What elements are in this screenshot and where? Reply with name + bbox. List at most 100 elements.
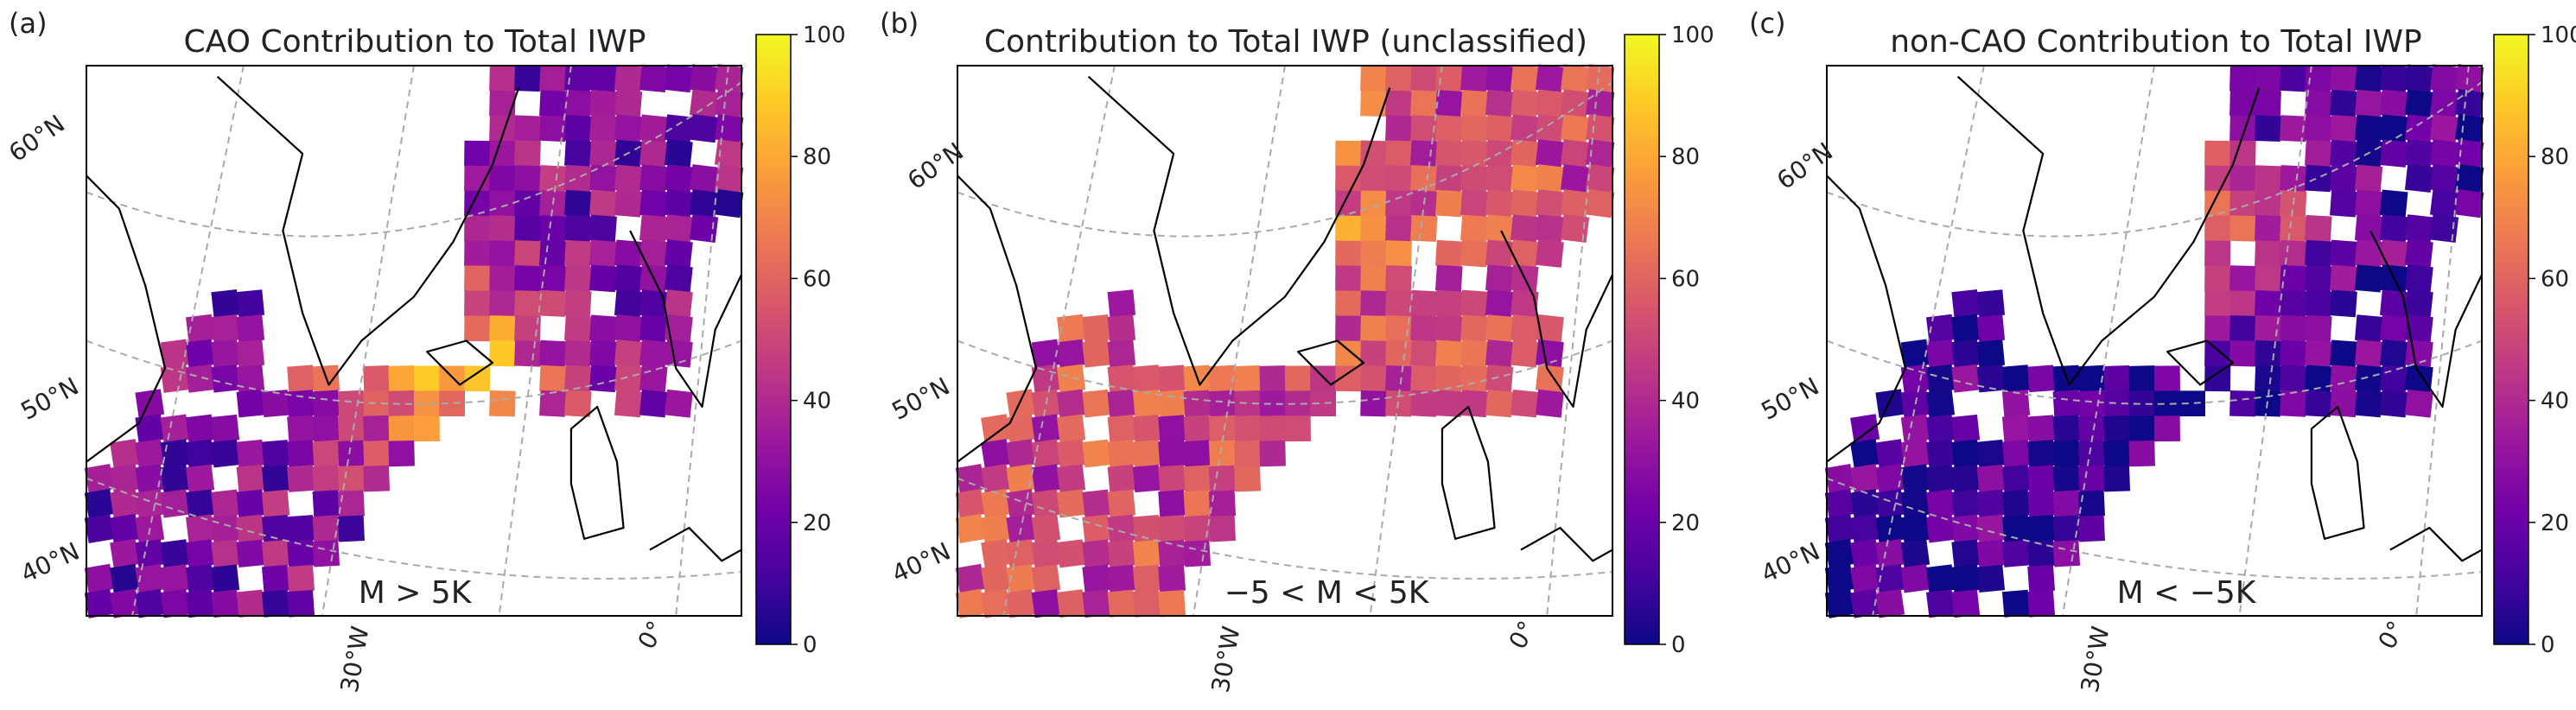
heatmap-cell bbox=[464, 240, 491, 267]
heatmap-cell bbox=[1976, 289, 2006, 318]
heatmap-cell bbox=[539, 390, 567, 417]
heatmap-cell bbox=[110, 563, 140, 593]
heatmap-cell bbox=[312, 415, 340, 442]
heatmap-cell bbox=[1585, 139, 1615, 168]
heatmap-cell bbox=[2204, 240, 2231, 267]
heatmap-cell bbox=[1284, 415, 1311, 442]
heatmap-cell bbox=[236, 589, 265, 618]
heatmap-cell bbox=[2454, 163, 2484, 193]
heatmap-cell bbox=[2379, 89, 2408, 118]
heatmap-cell bbox=[589, 264, 617, 293]
heatmap-cell bbox=[211, 314, 240, 343]
heatmap-cell bbox=[664, 339, 693, 368]
panel-c-lon-0: 0° bbox=[2373, 616, 2411, 654]
longitude-line bbox=[675, 65, 729, 617]
heatmap-cell bbox=[1875, 539, 1905, 568]
heatmap-cell bbox=[312, 540, 340, 567]
heatmap-cell bbox=[211, 589, 240, 618]
heatmap-cell bbox=[2255, 190, 2281, 217]
heatmap-cell bbox=[589, 89, 617, 117]
heatmap-cell bbox=[2404, 214, 2433, 243]
heatmap-cell bbox=[1951, 464, 1981, 493]
panel-b-lon-30w: 30°W bbox=[1206, 624, 1246, 694]
heatmap-cell bbox=[1460, 89, 1488, 117]
heatmap-cell bbox=[1460, 239, 1488, 268]
heatmap-cell bbox=[2255, 365, 2281, 392]
heatmap-cell bbox=[1951, 514, 1981, 543]
heatmap-cell bbox=[1560, 114, 1590, 143]
heatmap-cell bbox=[1435, 264, 1463, 293]
heatmap-cell bbox=[614, 239, 643, 268]
panel-c: (c) non-CAO Contribution to Total IWP M … bbox=[1749, 7, 2576, 694]
heatmap-cell bbox=[413, 390, 440, 417]
heatmap-cell bbox=[160, 414, 190, 443]
heatmap-cell bbox=[439, 390, 466, 417]
heatmap-cell bbox=[2229, 315, 2256, 342]
heatmap-cell bbox=[2027, 465, 2056, 492]
heatmap-cell bbox=[1056, 439, 1086, 468]
longitude-line bbox=[1192, 65, 1286, 617]
heatmap-cell bbox=[388, 390, 415, 417]
heatmap-cell bbox=[236, 365, 265, 393]
panel-b-lat-50: 50°N bbox=[887, 371, 955, 425]
colorbar-tick-label: 60 bbox=[1671, 266, 1700, 292]
heatmap-cell bbox=[1031, 464, 1061, 493]
heatmap-cell bbox=[614, 189, 643, 218]
colorbar-tick-label: 60 bbox=[803, 266, 831, 292]
heatmap-cell bbox=[1107, 564, 1136, 593]
heatmap-cell bbox=[2354, 89, 2383, 117]
coastline bbox=[1087, 75, 1391, 386]
heatmap-cell bbox=[1158, 365, 1186, 393]
heatmap-cell bbox=[1951, 314, 1981, 343]
heatmap-cell bbox=[564, 264, 592, 293]
heatmap-cell bbox=[1900, 339, 1930, 368]
heatmap-cell bbox=[236, 439, 265, 468]
heatmap-cell bbox=[1183, 440, 1212, 467]
heatmap-cell bbox=[1510, 139, 1539, 168]
heatmap-cell bbox=[261, 539, 290, 567]
heatmap-cell bbox=[1824, 563, 1855, 593]
heatmap-cell bbox=[2204, 140, 2231, 167]
heatmap-cell bbox=[1335, 290, 1362, 317]
heatmap-cell bbox=[1385, 265, 1412, 292]
coastline bbox=[1520, 526, 1613, 562]
heatmap-cell bbox=[2052, 540, 2081, 567]
heatmap-cell bbox=[1535, 364, 1564, 393]
heatmap-cell bbox=[2280, 215, 2307, 243]
heatmap-cell bbox=[185, 564, 215, 593]
heatmap-cell bbox=[1824, 488, 1855, 519]
heatmap-cell bbox=[1056, 364, 1086, 393]
heatmap-cell bbox=[1976, 514, 2006, 543]
heatmap-cell bbox=[160, 589, 190, 618]
heatmap-cell bbox=[1234, 415, 1262, 442]
heatmap-cell bbox=[1410, 339, 1438, 367]
longitude-line bbox=[321, 65, 415, 617]
heatmap-cell bbox=[1435, 115, 1463, 143]
heatmap-cell bbox=[589, 239, 617, 268]
heatmap-cell bbox=[1335, 365, 1362, 392]
heatmap-cell bbox=[1208, 365, 1237, 392]
heatmap-cell bbox=[2305, 214, 2332, 243]
heatmap-cell bbox=[160, 489, 190, 518]
heatmap-cell bbox=[1925, 389, 1956, 418]
heatmap-cell bbox=[1132, 390, 1161, 418]
heatmap-cell bbox=[539, 339, 567, 367]
heatmap-cell bbox=[2404, 89, 2433, 118]
heatmap-cell bbox=[1132, 564, 1161, 593]
heatmap-cell bbox=[564, 239, 592, 268]
heatmap-cell bbox=[614, 314, 643, 343]
heatmap-cell bbox=[84, 563, 115, 593]
heatmap-cell bbox=[2305, 365, 2332, 392]
heatmap-cell bbox=[464, 365, 491, 392]
heatmap-cell bbox=[639, 314, 668, 343]
panel-a-colorbar: 0 20 40 60 80 100 bbox=[755, 22, 846, 658]
coastline bbox=[1826, 174, 1907, 463]
heatmap-cell bbox=[1485, 365, 1514, 393]
heatmap-cell bbox=[1031, 339, 1061, 368]
heatmap-cell bbox=[514, 190, 541, 217]
coastline bbox=[569, 405, 625, 540]
colorbar-tick-label: 20 bbox=[803, 510, 831, 536]
heatmap-cell bbox=[1875, 439, 1905, 468]
heatmap-cell bbox=[2330, 390, 2357, 418]
heatmap-cell bbox=[981, 464, 1011, 493]
